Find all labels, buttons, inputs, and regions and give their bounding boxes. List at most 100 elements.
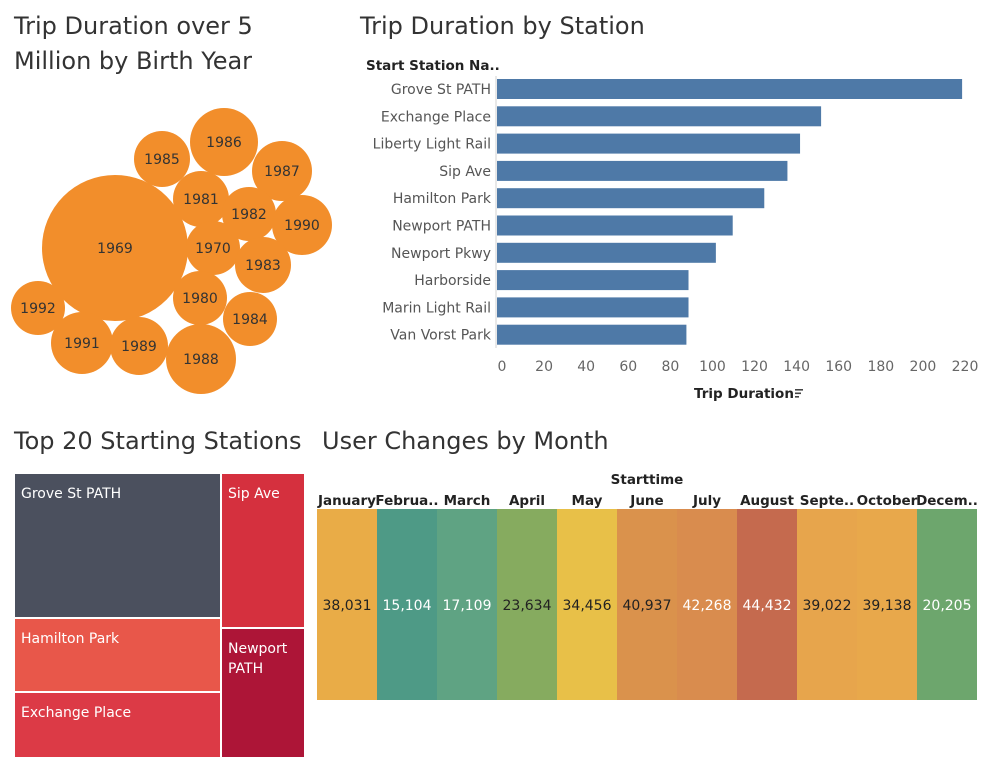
- bar-label-newport-pkwy: Newport Pkwy: [391, 246, 491, 262]
- heat-cell-10[interactable]: [917, 509, 977, 700]
- bar-grove-st-path[interactable]: [497, 79, 963, 99]
- bubble-1992[interactable]: [11, 281, 65, 335]
- bubble-label-1991: 1991: [64, 336, 100, 352]
- sort-icon[interactable]: [795, 389, 803, 398]
- bubble-label-1987: 1987: [264, 164, 300, 180]
- bar-hamilton-park[interactable]: [497, 188, 765, 209]
- heat-month-label: March: [444, 493, 491, 509]
- bar-newport-path[interactable]: [497, 215, 733, 236]
- bubble-label-1986: 1986: [206, 135, 242, 151]
- bubble-label-1969: 1969: [97, 241, 133, 257]
- bubble-1983[interactable]: [235, 237, 291, 293]
- bubble-1982[interactable]: [222, 187, 276, 241]
- bubble-1990[interactable]: [272, 195, 332, 255]
- heat-cell-value: 15,104: [383, 598, 432, 614]
- bar-tick-140: 140: [783, 359, 810, 375]
- bar-sip-ave[interactable]: [497, 160, 788, 181]
- heat-cell-0[interactable]: [317, 509, 377, 700]
- bubble-label-1981: 1981: [183, 192, 219, 208]
- heat-month-label: May: [572, 493, 603, 509]
- bubble-1969[interactable]: [42, 175, 188, 321]
- bar-newport-pkwy[interactable]: [497, 242, 716, 263]
- heat-cell-7[interactable]: [737, 509, 797, 700]
- heat-cell-4[interactable]: [557, 509, 617, 700]
- heat-cell-value: 42,268: [683, 598, 732, 614]
- bubble-label-1990: 1990: [284, 218, 320, 234]
- heat-month-label: Decem..: [916, 493, 978, 509]
- bar-column-header: Start Station Na..: [366, 58, 500, 74]
- bar-marin-light-rail[interactable]: [497, 297, 689, 318]
- bubble-1987[interactable]: [252, 141, 312, 201]
- bar-label-newport-path: Newport PATH: [392, 219, 491, 235]
- heat-month-label: October: [857, 493, 918, 509]
- treemap-tile-label: Sip Ave: [228, 486, 280, 502]
- bar-label-exchange-place: Exchange Place: [381, 109, 491, 125]
- bubble-label-1989: 1989: [121, 339, 157, 355]
- bubble-label-1988: 1988: [183, 352, 219, 368]
- heatmap-title: User Changes by Month: [322, 427, 609, 455]
- heat-month-label: July: [692, 493, 721, 509]
- bubble-1985[interactable]: [134, 131, 190, 187]
- heat-month-label: August: [740, 493, 794, 509]
- treemap-tile-label: Grove St PATH: [21, 486, 122, 502]
- bar-label-sip-ave: Sip Ave: [439, 164, 491, 180]
- heat-cell-3[interactable]: [497, 509, 557, 700]
- bubble-1986[interactable]: [190, 108, 258, 176]
- heat-cell-value: 23,634: [503, 598, 552, 614]
- bubble-title-line1: Trip Duration over 5: [14, 12, 253, 40]
- bar-tick-20: 20: [535, 359, 553, 375]
- bubble-1988[interactable]: [166, 324, 236, 394]
- treemap-tile-newport-path[interactable]: Newport PATH: [221, 628, 305, 758]
- bar-tick-220: 220: [952, 359, 979, 375]
- bubble-label-1983: 1983: [245, 258, 281, 274]
- heat-cell-9[interactable]: [857, 509, 917, 700]
- heat-cell-8[interactable]: [797, 509, 857, 700]
- bubble-1984[interactable]: [223, 292, 277, 346]
- treemap-tile-exchange-place[interactable]: Exchange Place: [14, 692, 221, 758]
- heat-cell-value: 40,937: [623, 598, 672, 614]
- bar-axis-title: Trip Duration: [694, 386, 794, 402]
- bar-liberty-light-rail[interactable]: [497, 133, 801, 154]
- bubble-1980[interactable]: [173, 271, 227, 325]
- bar-tick-120: 120: [741, 359, 768, 375]
- heat-month-label: June: [629, 493, 663, 509]
- bubble-label-1985: 1985: [144, 152, 180, 168]
- bubble-1970[interactable]: [186, 221, 240, 275]
- bar-exchange-place[interactable]: [497, 106, 822, 127]
- heat-month-label: Septe..: [800, 493, 854, 509]
- bubble-1991[interactable]: [51, 312, 113, 374]
- heat-month-label: January: [317, 493, 376, 509]
- treemap-tile-hamilton-park[interactable]: Hamilton Park: [14, 618, 221, 692]
- bar-harborside[interactable]: [497, 270, 689, 291]
- heat-cell-2[interactable]: [437, 509, 497, 700]
- bubble-label-1980: 1980: [182, 291, 218, 307]
- bubble-label-1970: 1970: [195, 241, 231, 257]
- bubble-label-1982: 1982: [231, 207, 267, 223]
- bar-tick-60: 60: [619, 359, 637, 375]
- heat-cell-6[interactable]: [677, 509, 737, 700]
- heat-cell-value: 17,109: [443, 598, 492, 614]
- treemap-tile-sip-ave[interactable]: Sip Ave: [221, 473, 305, 628]
- bar-label-hamilton-park: Hamilton Park: [393, 191, 492, 207]
- bar-van-vorst-park[interactable]: [497, 324, 687, 345]
- heat-cell-5[interactable]: [617, 509, 677, 700]
- bar-tick-200: 200: [910, 359, 937, 375]
- bubble-label-1992: 1992: [20, 301, 56, 317]
- bar-label-van-vorst-park: Van Vorst Park: [390, 328, 492, 344]
- bar-tick-160: 160: [825, 359, 852, 375]
- bar-tick-80: 80: [661, 359, 679, 375]
- treemap-tile-grove-st-path[interactable]: Grove St PATH: [14, 473, 221, 618]
- bar-chart-title: Trip Duration by Station: [360, 12, 645, 40]
- heatmap-column-header: Starttime: [611, 472, 684, 488]
- treemap-tile-label: Exchange Place: [21, 705, 132, 721]
- bubble-1989[interactable]: [110, 317, 168, 375]
- heat-cell-value: 20,205: [923, 598, 972, 614]
- treemap-tile-label: Newport PATH: [228, 641, 288, 677]
- heat-cell-1[interactable]: [377, 509, 437, 700]
- heat-month-label: Februa..: [375, 493, 438, 509]
- bubble-title-line2: Million by Birth Year: [14, 47, 253, 75]
- bubble-1981[interactable]: [173, 171, 229, 227]
